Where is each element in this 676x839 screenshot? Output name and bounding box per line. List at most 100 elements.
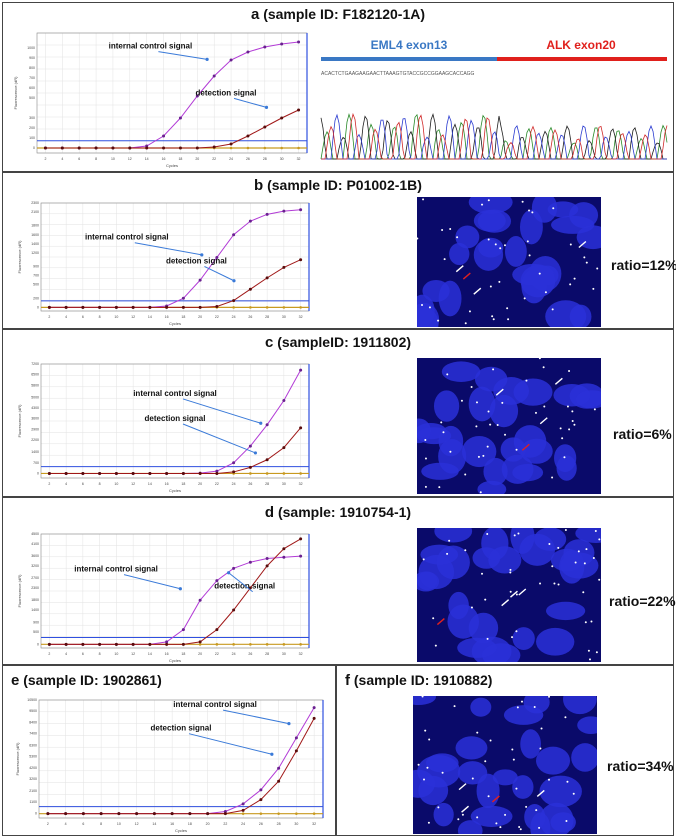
x-axis-label: Cycles [169, 658, 181, 663]
signal-dot [573, 423, 576, 426]
y-axis-label: Fluorescence (dR) [17, 404, 22, 438]
signal-dot [538, 826, 541, 829]
data-point [232, 470, 236, 474]
split-signal-arrow [495, 388, 504, 396]
x-tick-label: 32 [299, 652, 303, 656]
signal-dot [543, 405, 546, 408]
eml4-bar [321, 57, 497, 61]
data-point [162, 146, 166, 150]
data-point [246, 50, 250, 54]
x-tick-label: 30 [280, 157, 284, 161]
data-point [297, 40, 301, 44]
signal-dot [572, 792, 575, 795]
signal-dot [506, 307, 509, 310]
fish-image-d [412, 518, 617, 668]
signal-dot [446, 552, 449, 555]
y-tick-label: 1200 [31, 251, 39, 255]
signal-dot [571, 410, 574, 413]
data-point [229, 142, 233, 146]
data-point [282, 398, 286, 402]
nucleus [449, 242, 470, 266]
nucleus [536, 627, 575, 656]
x-tick-label: 6 [82, 652, 84, 656]
nucleus [504, 236, 527, 267]
panel-letter: f [345, 672, 350, 689]
signal-dot [590, 620, 593, 623]
y-tick-label: 200 [33, 296, 39, 300]
y-tick-label: 5000 [31, 395, 39, 399]
data-point [165, 640, 169, 644]
data-point [98, 642, 102, 646]
x-tick-label: 16 [170, 822, 174, 826]
split-signal-arrow [578, 240, 587, 249]
nucleus [455, 225, 480, 249]
nucleus [534, 527, 567, 551]
chromatogram-svg: EML4 exon13 ALK exon20 ACACTCTGAAGAAGAAC… [320, 38, 668, 160]
signal-dot [574, 561, 577, 564]
x-tick-label: 4 [65, 822, 67, 826]
baseline-point [198, 643, 202, 646]
nucleus [416, 571, 438, 591]
x-tick-label: 18 [181, 315, 185, 319]
data-point [47, 305, 51, 309]
data-point [241, 802, 245, 806]
signal-dot [592, 556, 595, 559]
annotation-arrow [123, 574, 181, 590]
panel-title-text: (sample ID: 1902861) [23, 672, 162, 688]
data-point [43, 146, 47, 150]
signal-dot [583, 256, 586, 259]
signal-dot [568, 428, 571, 431]
fish-image-c [406, 357, 608, 498]
signal-dot [548, 543, 551, 546]
fish-image-f [401, 684, 605, 839]
nucleus [571, 743, 599, 772]
chromatogram-traces [320, 112, 668, 160]
signal-dot [487, 238, 490, 241]
data-point [263, 45, 267, 49]
y-tick-label: 1600 [31, 233, 39, 237]
x-axis-label: Cycles [175, 828, 187, 833]
panel-title-text: (sample: 1910754-1) [277, 504, 412, 520]
data-point [98, 471, 102, 475]
x-tick-label: 8 [99, 482, 101, 486]
y-tick-label: 5300 [29, 754, 37, 758]
x-tick-label: 22 [223, 822, 227, 826]
signal-dot [423, 778, 426, 781]
signal-dot [551, 565, 554, 568]
signal-dot [442, 431, 445, 434]
data-point [114, 471, 118, 475]
panel-c: c (sampleID: 1911802) 2 4 6 8 10 12 14 16 18 20 22… [2, 329, 674, 498]
signal-dot [538, 272, 541, 275]
y-tick-label: 900 [33, 265, 39, 269]
signal-dot [566, 780, 569, 783]
split-signal-arrow [539, 417, 548, 425]
data-point [64, 812, 68, 816]
data-point [99, 812, 103, 816]
signal-dot [464, 473, 467, 476]
x-tick-label: 10 [114, 315, 118, 319]
x-tick-label: 2 [44, 157, 46, 161]
data-point [232, 233, 236, 237]
series-detection [47, 258, 303, 309]
signal-dot [566, 405, 569, 408]
nucleus [483, 457, 508, 486]
data-point [282, 547, 286, 551]
data-point [81, 642, 85, 646]
signal-dot [523, 297, 526, 300]
signal-dot [501, 401, 504, 404]
data-point [232, 461, 236, 465]
x-tick-label: 28 [265, 482, 269, 486]
signal-dot [422, 198, 425, 201]
x-tick-label: 32 [297, 157, 301, 161]
nucleus [512, 627, 535, 650]
data-point [162, 134, 166, 138]
signal-dot [516, 706, 519, 709]
signal-dot [540, 727, 543, 730]
data-point [265, 276, 269, 280]
y-axis-label: Fluorescence (dR) [17, 240, 22, 274]
signal-dot [544, 291, 547, 294]
signal-dot [525, 379, 528, 382]
panel-c-title: c (sampleID: 1911802) [3, 334, 673, 351]
data-point [265, 458, 269, 462]
ratio-f: ratio=34% [607, 758, 674, 774]
